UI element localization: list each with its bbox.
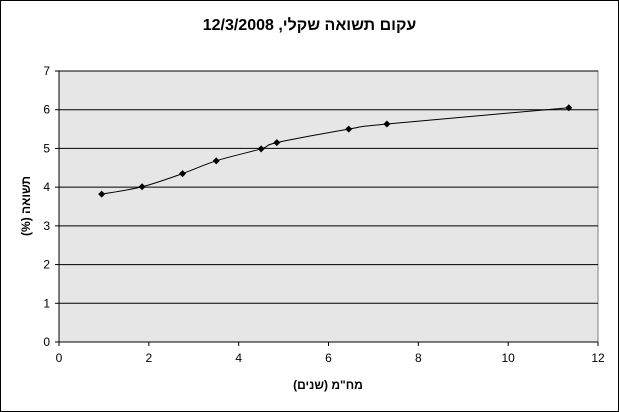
data-point xyxy=(98,190,106,198)
x-tick-label: 2 xyxy=(145,351,152,365)
data-point xyxy=(273,139,281,147)
chart-title: עקום תשואה שקלי, 12/3/2008 xyxy=(202,17,417,34)
x-tick-label: 0 xyxy=(56,351,63,365)
x-tick-label: 8 xyxy=(415,351,422,365)
series-group xyxy=(98,104,573,198)
y-ticks: 0 1 2 3 4 5 6 7 xyxy=(43,64,59,349)
data-point xyxy=(345,125,353,133)
y-tick-label: 2 xyxy=(43,258,50,272)
y-tick-label: 0 xyxy=(43,335,50,349)
data-point xyxy=(138,183,146,191)
data-point xyxy=(257,145,265,153)
data-point xyxy=(565,104,573,112)
data-point xyxy=(212,157,220,165)
y-tick-label: 5 xyxy=(43,141,50,155)
x-ticks: 0 2 4 6 8 10 12 xyxy=(56,342,605,365)
data-point xyxy=(179,170,187,178)
gridlines xyxy=(59,70,598,304)
x-tick-label: 10 xyxy=(501,351,515,365)
y-tick-label: 7 xyxy=(43,64,50,78)
y-tick-label: 4 xyxy=(43,180,50,194)
y-axis-label: תשואה (%) xyxy=(19,176,33,236)
y-tick-label: 6 xyxy=(43,103,50,117)
y-tick-label: 3 xyxy=(43,219,50,233)
y-tick-label: 1 xyxy=(43,296,50,310)
x-tick-label: 6 xyxy=(325,351,332,365)
x-tick-label: 12 xyxy=(591,351,605,365)
x-axis-label: מח"מ (שנים) xyxy=(293,378,363,392)
plot-area xyxy=(58,70,599,343)
x-tick-label: 4 xyxy=(235,351,242,365)
data-point xyxy=(383,120,391,128)
